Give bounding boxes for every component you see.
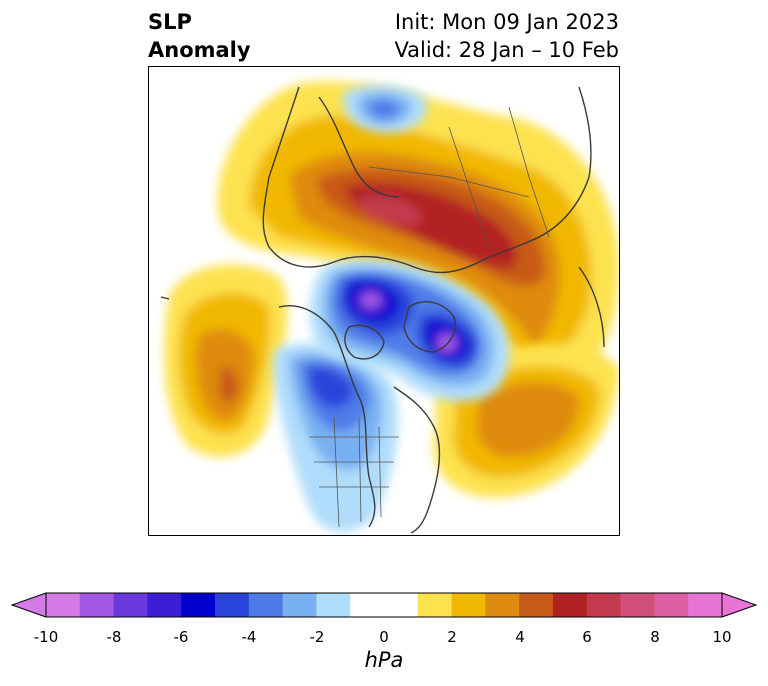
- colorbar-bin: [79, 593, 115, 617]
- colorbar-bin: [316, 593, 351, 617]
- colorbar-bin: [46, 593, 81, 617]
- north-america-west-coast: [278, 305, 376, 528]
- colorbar-bin: [519, 593, 554, 617]
- colorbar: [10, 590, 758, 620]
- high-anomaly-pacific: [164, 264, 288, 457]
- colorbar-bin: [113, 593, 148, 617]
- colorbar-tick-label: -2: [309, 628, 325, 646]
- colorbar-tick-label: -6: [173, 628, 189, 646]
- scandinavia-coast: [318, 96, 400, 198]
- colorbar-bin: [350, 593, 419, 617]
- init-date: Init: Mon 09 Jan 2023: [394, 10, 619, 34]
- europe-coast: [578, 266, 605, 348]
- political-borders: [309, 106, 550, 528]
- title-line-2: Anomaly: [148, 38, 251, 62]
- colorbar-tick-label: 8: [650, 628, 660, 646]
- low-anomaly-arctic: [309, 258, 510, 402]
- low-anomaly-barents: [343, 85, 428, 133]
- colorbar-bin: [688, 593, 723, 617]
- map-svg: [149, 67, 619, 535]
- colorbar-tick-label: 10: [712, 628, 732, 646]
- low-anomaly-north-america: [273, 343, 398, 532]
- canadian-archipelago: [344, 324, 385, 360]
- colorbar-tick-label: -10: [33, 628, 59, 646]
- colorbar-bin: [282, 593, 317, 617]
- colorbar-svg: [10, 592, 758, 618]
- colorbar-bin: [654, 593, 689, 617]
- chart-title: SLP Anomaly: [148, 8, 251, 64]
- high-anomaly-siberia: [217, 81, 619, 397]
- colorbar-tick-label: -4: [241, 628, 257, 646]
- colorbar-bin: [620, 593, 655, 617]
- anomaly-map: [148, 66, 620, 536]
- colorbar-frame: [45, 592, 723, 618]
- title-line-1: SLP: [148, 10, 192, 34]
- colorbar-bin: [485, 593, 520, 617]
- valid-range: Valid: 28 Jan – 10 Feb: [394, 38, 619, 62]
- colorbar-bin: [147, 593, 182, 617]
- colorbar-tick-label: 6: [582, 628, 592, 646]
- colorbar-extend-low: [10, 592, 47, 618]
- colorbar-bin: [586, 593, 622, 617]
- colorbar-extend-high: [721, 592, 758, 618]
- colorbar-bin: [451, 593, 486, 617]
- colorbar-bin: [553, 593, 588, 617]
- colorbar-bin: [181, 593, 216, 617]
- forecast-dates: Init: Mon 09 Jan 2023 Valid: 28 Jan – 10…: [394, 8, 619, 64]
- colorbar-tick-label: 0: [379, 628, 389, 646]
- north-america-east-coast: [393, 386, 441, 534]
- colorbar-bin: [248, 593, 284, 617]
- greenland-coast: [403, 301, 456, 353]
- colorbar-bin: [215, 593, 250, 617]
- eurasia-coast: [262, 86, 592, 274]
- pacific-island: [160, 296, 170, 300]
- colorbar-bin: [417, 593, 453, 617]
- colorbar-tick-label: -8: [106, 628, 122, 646]
- colorbar-tick-label: 2: [447, 628, 457, 646]
- colorbar-tick-label: 4: [515, 628, 525, 646]
- coastlines: [160, 86, 605, 534]
- colorbar-unit-label: hPa: [364, 648, 404, 672]
